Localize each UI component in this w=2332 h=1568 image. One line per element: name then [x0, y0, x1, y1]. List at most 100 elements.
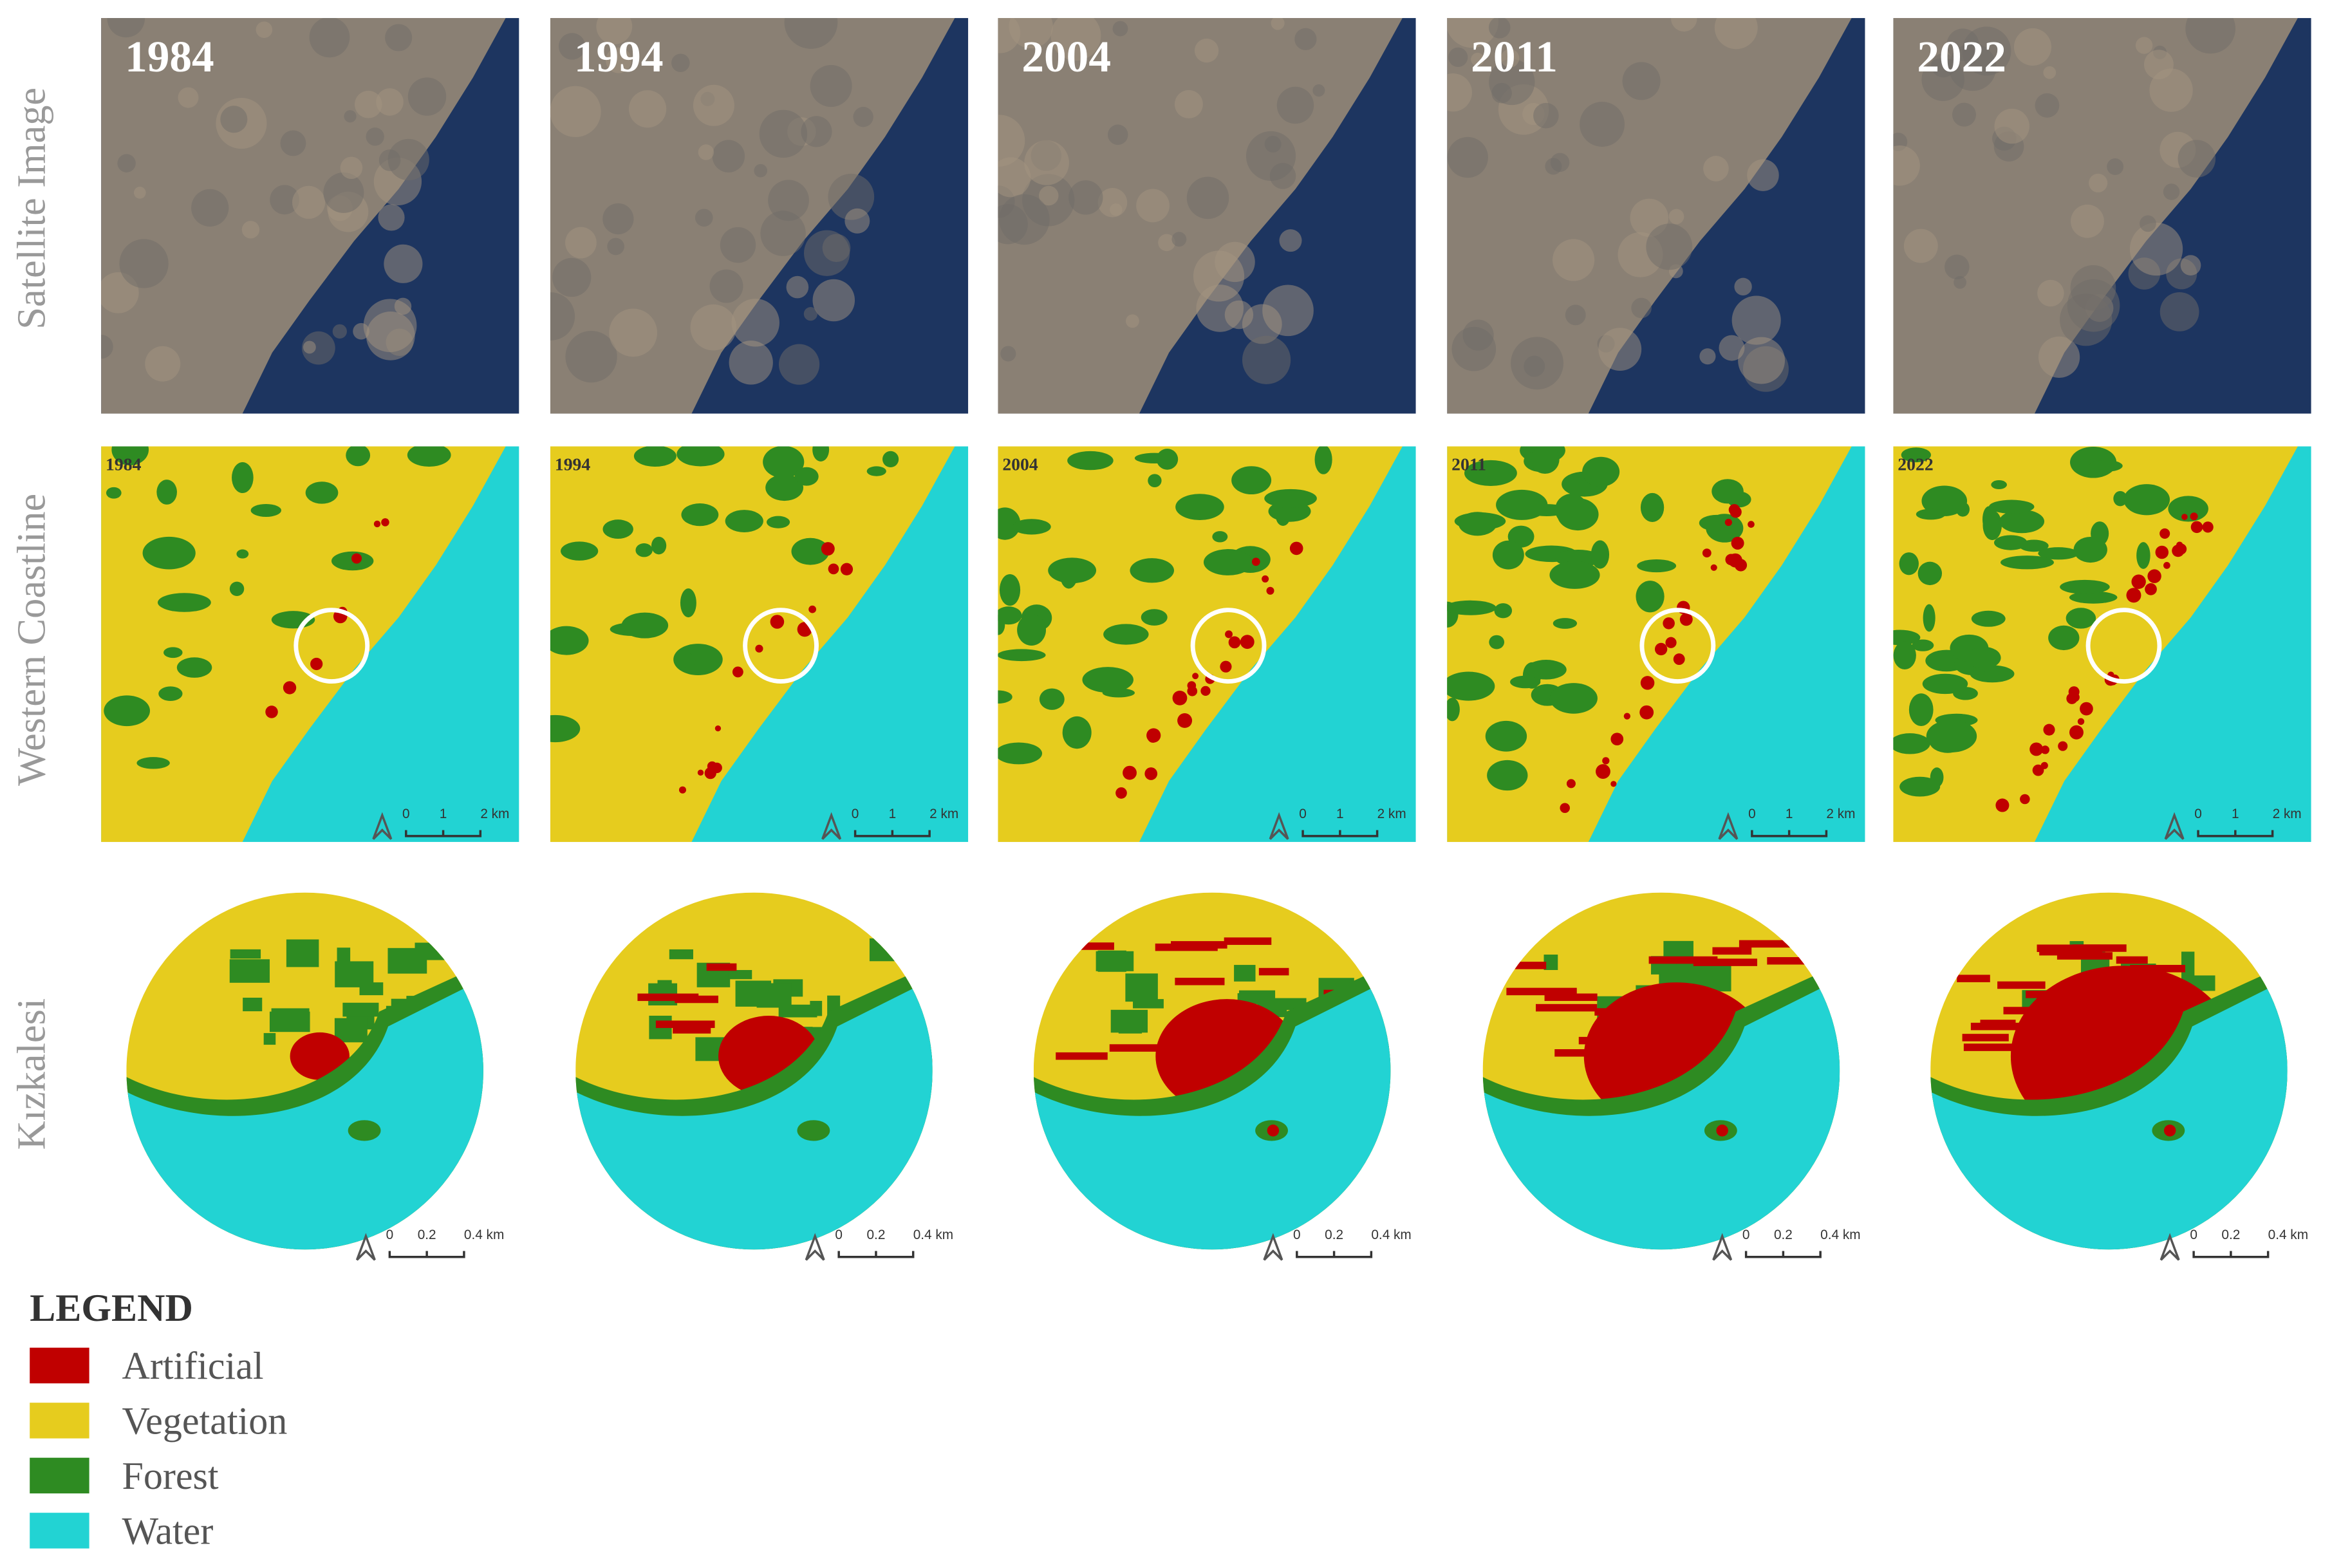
scale-bar: [2197, 830, 2274, 837]
forest: [1212, 531, 1228, 543]
terrain: [107, 18, 145, 38]
forest: [1203, 549, 1253, 575]
island: [797, 1120, 830, 1141]
artificial: [1535, 1003, 1598, 1012]
forest: [1496, 489, 1548, 520]
terrain: [2163, 183, 2180, 200]
artificial: [2163, 562, 2170, 569]
terrain: [2089, 173, 2108, 192]
scale-label: 1: [889, 807, 897, 821]
terrain: [1500, 49, 1520, 68]
terrain: [1524, 355, 1545, 377]
scale-label: 0.2: [2221, 1227, 2240, 1242]
artificial: [1963, 1043, 2016, 1051]
scale-label: 1: [1786, 807, 1793, 821]
forest: [1971, 610, 2006, 627]
artificial: [1240, 635, 1255, 649]
terrain: [853, 107, 873, 127]
artificial: [1731, 536, 1744, 550]
terrain: [1009, 18, 1053, 49]
artificial: [673, 1026, 711, 1034]
scale-label: 0: [1299, 807, 1307, 821]
terrain: [2140, 215, 2156, 232]
terrain: [812, 279, 855, 322]
forest: [1048, 557, 1097, 584]
terrain: [1952, 102, 1976, 127]
terrain: [2180, 255, 2201, 275]
scale-label: 0.4 km: [1820, 1227, 1860, 1242]
terrain: [1186, 176, 1229, 219]
terrain: [1703, 156, 1729, 182]
forest: [1062, 716, 1092, 749]
artificial: [2039, 947, 2103, 956]
terrain: [1242, 335, 1291, 384]
artificial: [1724, 518, 1732, 527]
forest: [791, 537, 830, 565]
terrain: [709, 269, 743, 303]
artificial: [1115, 787, 1127, 799]
forest: [998, 690, 1012, 704]
highlight: [1639, 608, 1716, 684]
forest: [1991, 480, 2007, 490]
scale-label: 0.2: [418, 1227, 436, 1242]
forest: [1458, 512, 1497, 536]
terrain: [1097, 187, 1128, 218]
terrain: [628, 90, 667, 128]
terrain: [1174, 89, 1203, 118]
forest: [1082, 667, 1133, 693]
forest: [1912, 639, 1934, 651]
artificial: [1056, 1052, 1108, 1060]
terrain: [1276, 86, 1314, 124]
artificial: [1748, 521, 1755, 528]
terrain: [270, 185, 299, 215]
vegetation: [101, 446, 506, 843]
terrain: [731, 299, 779, 347]
forest: [236, 549, 249, 559]
island-artificial: [2163, 1125, 2176, 1137]
kizkalesi-panel: [575, 892, 933, 1250]
forest: [232, 462, 254, 494]
legend-swatch: [30, 1457, 89, 1494]
artificial: [1679, 613, 1693, 626]
terrain: [1994, 108, 2029, 144]
forest: [2168, 496, 2208, 522]
terrain: [1107, 124, 1128, 145]
terrain: [1671, 18, 1697, 32]
forest: [1930, 767, 1944, 787]
artificial: [2131, 1031, 2194, 1039]
forest: [1712, 479, 1744, 504]
forest: [229, 959, 270, 983]
terrain: [1954, 275, 1966, 289]
terrain: [754, 163, 768, 178]
forest: [1494, 603, 1513, 619]
forest: [1636, 581, 1665, 613]
scale-label: 0: [1742, 1227, 1750, 1242]
terrain: [1271, 18, 1285, 30]
terrain: [1451, 326, 1497, 371]
forest: [998, 649, 1046, 662]
legend-label: Forest: [122, 1454, 218, 1497]
terrain: [759, 109, 808, 158]
legend-swatch: [30, 1513, 89, 1549]
terrain: [1565, 304, 1586, 326]
terrain: [822, 234, 851, 263]
forest: [1916, 509, 1946, 520]
artificial: [1594, 1008, 1666, 1016]
forest: [673, 644, 723, 675]
year-label: 2011: [1451, 454, 1486, 474]
terrain: [1714, 18, 1758, 50]
scale-label: 0.4 km: [464, 1227, 504, 1242]
terrain: [998, 157, 1031, 198]
forest: [1314, 446, 1332, 474]
north-arrow: [805, 1233, 825, 1261]
forest: [1447, 697, 1460, 722]
kizkalesi-panel: [126, 892, 483, 1250]
terrain: [550, 86, 601, 137]
terrain: [693, 84, 734, 126]
north-arrow: [355, 1233, 376, 1261]
terrain: [1269, 163, 1296, 189]
terrain: [1731, 295, 1781, 345]
artificial: [2066, 693, 2078, 704]
forest: [550, 626, 589, 655]
north-arrow: [372, 812, 393, 840]
